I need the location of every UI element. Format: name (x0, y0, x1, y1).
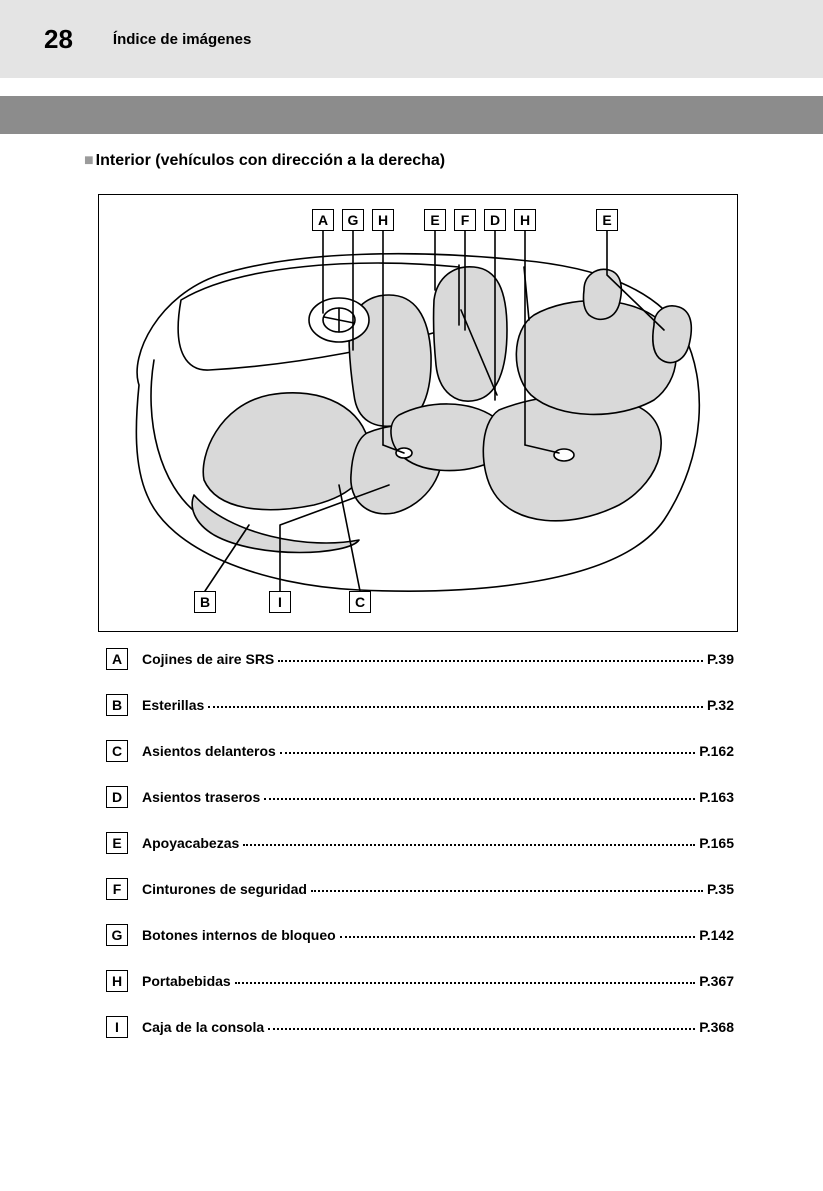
grey-bar (0, 96, 823, 134)
legend-dots (280, 744, 695, 754)
legend-label: Cojines de aire SRS (142, 651, 274, 667)
legend-dots (268, 1020, 695, 1030)
legend-row: D Asientos traseros P.163 (106, 786, 734, 808)
legend-page: P.368 (699, 1019, 734, 1035)
diagram-box: AGHEFDHEBIC (98, 194, 738, 632)
legend-row: H Portabebidas P.367 (106, 970, 734, 992)
callout-C: C (349, 591, 371, 613)
legend-page: P.39 (707, 651, 734, 667)
square-bullet-icon: ■ (84, 152, 94, 169)
callout-H: H (514, 209, 536, 231)
legend-dots (311, 882, 703, 892)
legend-dots (340, 928, 696, 938)
legend-label: Caja de la consola (142, 1019, 264, 1035)
legend-letter: D (106, 786, 128, 808)
legend-page: P.165 (699, 835, 734, 851)
legend-label: Apoyacabezas (142, 835, 239, 851)
section-title: ■Interior (vehículos con dirección a la … (84, 152, 445, 170)
legend-label: Asientos traseros (142, 789, 260, 805)
legend-dots (235, 974, 696, 984)
legend-letter: B (106, 694, 128, 716)
legend-label: Portabebidas (142, 973, 231, 989)
callout-F: F (454, 209, 476, 231)
legend-row: I Caja de la consola P.368 (106, 1016, 734, 1038)
header-title: Índice de imágenes (113, 31, 251, 48)
legend-row: B Esterillas P.32 (106, 694, 734, 716)
legend-row: E Apoyacabezas P.165 (106, 832, 734, 854)
legend-label: Asientos delanteros (142, 743, 276, 759)
legend-letter: C (106, 740, 128, 762)
legend-page: P.163 (699, 789, 734, 805)
legend-dots (243, 836, 695, 846)
legend-page: P.162 (699, 743, 734, 759)
callout-E: E (424, 209, 446, 231)
legend-label: Botones internos de bloqueo (142, 927, 336, 943)
legend-row: G Botones internos de bloqueo P.142 (106, 924, 734, 946)
legend-letter: A (106, 648, 128, 670)
legend-letter: G (106, 924, 128, 946)
legend-letter: H (106, 970, 128, 992)
callout-A: A (312, 209, 334, 231)
legend-row: C Asientos delanteros P.162 (106, 740, 734, 762)
callout-E: E (596, 209, 618, 231)
callout-I: I (269, 591, 291, 613)
legend-page: P.32 (707, 697, 734, 713)
car-interior-illustration (99, 195, 739, 633)
legend-row: F Cinturones de seguridad P.35 (106, 878, 734, 900)
legend-label: Cinturones de seguridad (142, 881, 307, 897)
legend-letter: F (106, 878, 128, 900)
legend-page: P.35 (707, 881, 734, 897)
section-title-text: Interior (vehículos con dirección a la d… (96, 152, 445, 169)
page-number: 28 (44, 24, 73, 55)
legend-dots (264, 790, 695, 800)
legend-row: A Cojines de aire SRS P.39 (106, 648, 734, 670)
legend-letter: E (106, 832, 128, 854)
legend-dots (278, 652, 703, 662)
callout-H: H (372, 209, 394, 231)
callout-B: B (194, 591, 216, 613)
callout-D: D (484, 209, 506, 231)
callout-G: G (342, 209, 364, 231)
legend-page: P.367 (699, 973, 734, 989)
legend-list: A Cojines de aire SRS P.39 B Esterillas P.32 C… (106, 648, 734, 1062)
header-band: 28 Índice de imágenes (0, 0, 823, 78)
legend-letter: I (106, 1016, 128, 1038)
legend-page: P.142 (699, 927, 734, 943)
legend-dots (208, 698, 703, 708)
legend-label: Esterillas (142, 697, 204, 713)
